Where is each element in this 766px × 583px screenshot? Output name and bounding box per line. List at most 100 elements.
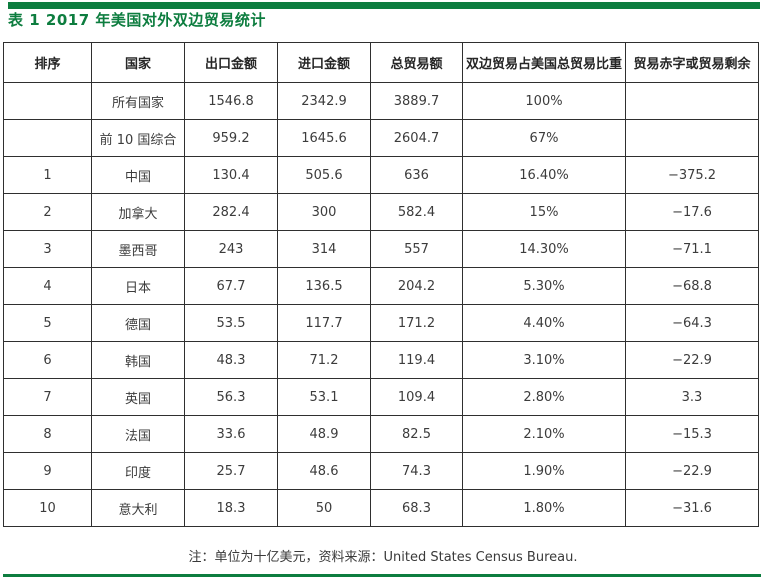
table-cell: −64.3 [625,304,759,342]
table-cell: 959.2 [184,119,278,157]
table-row: 1 中国 130.4 505.6 636 16.40% −375.2 [3,156,759,194]
table-cell: 33.6 [184,415,278,453]
table-row: 前 10 国综合 959.2 1645.6 2604.7 67% [3,119,759,157]
table-cell: 1546.8 [184,82,278,120]
table-cell: 5 [3,304,92,342]
table-cell: 英国 [91,378,185,416]
table-row: 8 法国 33.6 48.9 82.5 2.10% −15.3 [3,415,759,453]
table-cell: 10 [3,489,92,527]
header-row: 排序 国家 出口金额 进口金额 总贸易额 双边贸易占美国总贸易比重 贸易赤字或贸… [3,42,759,83]
table-cell: 56.3 [184,378,278,416]
table-cell: 3 [3,230,92,268]
table-cell: 18.3 [184,489,278,527]
table-cell: 100% [462,82,626,120]
table-cell: 109.4 [370,378,463,416]
table-cell [3,82,92,120]
table-cell: 韩国 [91,341,185,379]
table-cell: 4 [3,267,92,305]
table-cell: 636 [370,156,463,194]
table-cell: 136.5 [277,267,371,305]
table-cell: 3.10% [462,341,626,379]
table-cell: 7 [3,378,92,416]
table-head: 排序 国家 出口金额 进口金额 总贸易额 双边贸易占美国总贸易比重 贸易赤字或贸… [3,42,759,83]
table-cell: 3889.7 [370,82,463,120]
table-cell: 1.80% [462,489,626,527]
table-cell: 130.4 [184,156,278,194]
table-cell: −22.9 [625,452,759,490]
table-cell: 117.7 [277,304,371,342]
table-cell: 53.5 [184,304,278,342]
table-cell: 加拿大 [91,193,185,231]
table-cell: 2.10% [462,415,626,453]
header-total-trade: 总贸易额 [370,42,463,83]
table-cell: 1.90% [462,452,626,490]
table-cell: 50 [277,489,371,527]
table-cell: 48.3 [184,341,278,379]
table-row: 10 意大利 18.3 50 68.3 1.80% −31.6 [3,489,759,527]
table-cell: −68.8 [625,267,759,305]
table-row: 6 韩国 48.3 71.2 119.4 3.10% −22.9 [3,341,759,379]
table-cell: 9 [3,452,92,490]
header-country: 国家 [91,42,185,83]
top-accent-bar [8,2,760,9]
table-cell: −22.9 [625,341,759,379]
table-cell: 德国 [91,304,185,342]
table-cell: −71.1 [625,230,759,268]
table-cell: −375.2 [625,156,759,194]
table-cell: 15% [462,193,626,231]
table-cell: 71.2 [277,341,371,379]
table-cell: 法国 [91,415,185,453]
table-cell: 53.1 [277,378,371,416]
table-cell: 557 [370,230,463,268]
table-cell: 282.4 [184,193,278,231]
table-cell: 82.5 [370,415,463,453]
source-note: 注：单位为十亿美元，资料来源：United States Census Bure… [188,550,578,565]
table-cell [625,82,759,120]
table-cell: 6 [3,341,92,379]
table-cell: 204.2 [370,267,463,305]
table-cell: 119.4 [370,341,463,379]
table-row: 7 英国 56.3 53.1 109.4 2.80% 3.3 [3,378,759,416]
table-row: 所有国家 1546.8 2342.9 3889.7 100% [3,82,759,120]
table-cell: 171.2 [370,304,463,342]
table-body: 所有国家 1546.8 2342.9 3889.7 100% 前 10 国综合 959.2 1… [3,82,759,527]
table-cell: 8 [3,415,92,453]
table-cell: 74.3 [370,452,463,490]
table-cell: 67.7 [184,267,278,305]
header-exports: 出口金额 [184,42,278,83]
table-cell: −15.3 [625,415,759,453]
table-cell: 300 [277,193,371,231]
bottom-accent-line [3,574,761,577]
table-cell: 3.3 [625,378,759,416]
table-row: 4 日本 67.7 136.5 204.2 5.30% −68.8 [3,267,759,305]
table-cell: 4.40% [462,304,626,342]
table-cell [3,119,92,157]
table-row: 3 墨西哥 243 314 557 14.30% −71.1 [3,230,759,268]
table-cell: 2.80% [462,378,626,416]
table-cell: 日本 [91,267,185,305]
table-cell: 25.7 [184,452,278,490]
header-rank: 排序 [3,42,92,83]
table-cell: 中国 [91,156,185,194]
table-cell: 印度 [91,452,185,490]
table-cell: 2342.9 [277,82,371,120]
table-cell: 所有国家 [91,82,185,120]
table-cell: 48.9 [277,415,371,453]
table-cell: 意大利 [91,489,185,527]
table-cell: 5.30% [462,267,626,305]
table-cell: 505.6 [277,156,371,194]
header-deficit-surplus: 贸易赤字或贸易剩余 [625,42,759,83]
table-cell: 48.6 [277,452,371,490]
table-cell: −17.6 [625,193,759,231]
header-imports: 进口金额 [277,42,371,83]
table-cell: 243 [184,230,278,268]
table-title: 表 1 2017 年美国对外双边贸易统计 [8,11,266,29]
table-cell: 67% [462,119,626,157]
table-cell: 582.4 [370,193,463,231]
table-cell: 前 10 国综合 [91,119,185,157]
table-cell [625,119,759,157]
table-row: 5 德国 53.5 117.7 171.2 4.40% −64.3 [3,304,759,342]
table-cell: 墨西哥 [91,230,185,268]
table-cell: 16.40% [462,156,626,194]
